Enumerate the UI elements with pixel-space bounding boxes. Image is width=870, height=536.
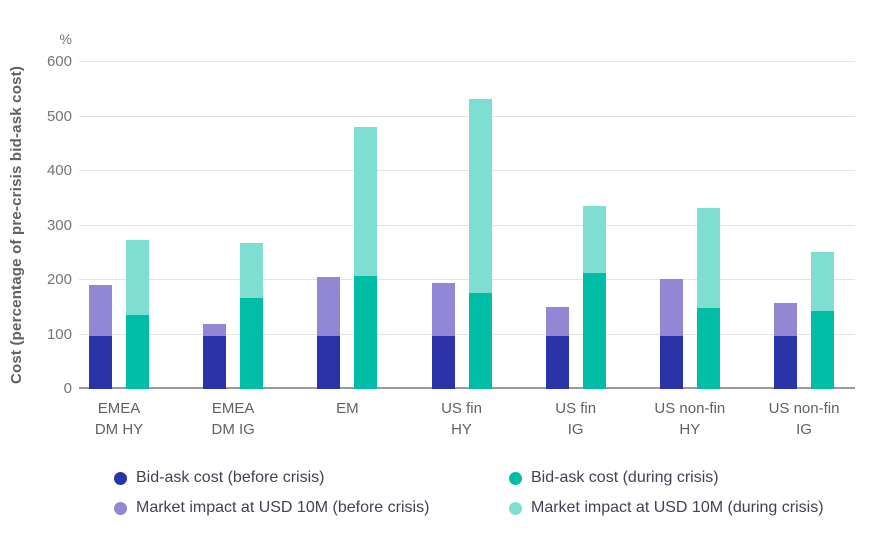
gridline-300	[79, 224, 855, 226]
bar-during-us-fin-hy	[468, 99, 492, 389]
x-label-line: EMEA	[97, 400, 141, 417]
x-label-line: DM IG	[211, 421, 255, 438]
segment-market-impact-at-usd-10m-during-crisis--emea-dm-ig	[240, 242, 264, 298]
x-label-us-non-fin-ig: US non-fin IG	[747, 398, 861, 440]
legend-item-bid-ask-cost-during-crisis-: Bid-ask cost (during crisis)	[509, 468, 719, 488]
x-label-line: US fin	[441, 400, 482, 417]
plot-area	[79, 61, 855, 389]
bar-during-us-non-fin-hy	[696, 208, 720, 389]
segment-bid-ask-cost-during-crisis--emea-dm-ig	[240, 298, 264, 389]
legend-swatch-icon	[114, 471, 127, 485]
y-tick-label-500: 500	[46, 107, 72, 125]
y-tick-label-200: 200	[46, 271, 72, 288]
x-axis-line	[79, 387, 855, 389]
segment-bid-ask-cost-before-crisis--us-fin-hy	[431, 336, 455, 389]
x-label-line: HY	[679, 421, 701, 438]
bar-before-emea-dm-ig	[203, 323, 227, 389]
legend-label: Market impact at USD 10M (before crisis)	[136, 499, 430, 516]
bar-during-em	[354, 126, 378, 389]
segment-bid-ask-cost-during-crisis--us-non-fin-ig	[811, 310, 835, 389]
bar-before-us-non-fin-hy	[659, 278, 683, 389]
segment-bid-ask-cost-during-crisis--us-fin-ig	[582, 272, 606, 389]
x-label-line: US fin	[555, 400, 597, 417]
y-tick-label-0: 0	[63, 380, 72, 397]
legend-item-bid-ask-cost-before-crisis-: Bid-ask cost (before crisis)	[114, 468, 325, 488]
segment-market-impact-at-usd-10m-during-crisis--us-fin-hy	[468, 99, 492, 293]
y-axis-unit-label: %	[59, 31, 72, 47]
x-label-line: IG	[796, 421, 812, 438]
legend-swatch-icon	[509, 471, 522, 485]
bar-during-us-fin-ig	[582, 205, 606, 389]
x-label-emea-dm-ig: EMEA DM IG	[176, 398, 290, 440]
segment-market-impact-at-usd-10m-during-crisis--us-fin-ig	[582, 205, 606, 273]
legend-label: Bid-ask cost (during crisis)	[531, 469, 719, 486]
segment-bid-ask-cost-during-crisis--us-fin-hy	[468, 292, 492, 389]
segment-market-impact-at-usd-10m-before-crisis--emea-dm-ig	[203, 323, 227, 336]
x-label-emea-dm-hy: EMEA DM HY	[62, 398, 176, 440]
bar-during-emea-dm-hy	[126, 239, 149, 389]
legend-swatch-icon	[509, 501, 522, 515]
x-label-line: DM HY	[94, 421, 144, 438]
gridline-600	[79, 61, 855, 62]
x-label-line: EM	[336, 400, 359, 417]
legend-item-market-impact-at-usd-10m-before-crisis-: Market impact at USD 10M (before crisis)	[114, 498, 429, 518]
x-label-em: EM	[290, 398, 404, 419]
y-tick-label-600: 600	[46, 53, 72, 70]
segment-bid-ask-cost-during-crisis--us-non-fin-hy	[696, 308, 720, 389]
bar-during-emea-dm-ig	[240, 242, 264, 389]
x-label-us-non-fin-hy: US non-fin HY	[633, 398, 747, 440]
bar-before-em	[317, 277, 341, 389]
x-label-line: US non-fin	[768, 400, 840, 417]
y-tick-label-400: 400	[46, 162, 72, 179]
legend-item-market-impact-at-usd-10m-during-crisis-: Market impact at USD 10M (during crisis)	[509, 498, 824, 518]
segment-bid-ask-cost-before-crisis--em	[317, 335, 341, 389]
segment-bid-ask-cost-before-crisis--emea-dm-hy	[89, 335, 112, 389]
x-label-line: IG	[567, 421, 584, 438]
segment-market-impact-at-usd-10m-during-crisis--us-non-fin-hy	[696, 208, 720, 309]
segment-bid-ask-cost-before-crisis--emea-dm-ig	[203, 335, 227, 389]
gridline-400	[79, 170, 855, 171]
bar-before-us-non-fin-ig	[774, 303, 798, 389]
segment-market-impact-at-usd-10m-before-crisis--emea-dm-hy	[89, 285, 112, 336]
gridline-500	[79, 115, 855, 117]
segment-market-impact-at-usd-10m-during-crisis--us-non-fin-ig	[811, 252, 835, 311]
segment-market-impact-at-usd-10m-during-crisis--emea-dm-hy	[126, 239, 149, 316]
segment-bid-ask-cost-during-crisis--em	[354, 275, 378, 389]
y-tick-label-100: 100	[46, 325, 72, 343]
x-label-line: HY	[451, 421, 472, 438]
legend-label: Market impact at USD 10M (during crisis)	[531, 499, 824, 516]
segment-market-impact-at-usd-10m-before-crisis--us-fin-hy	[431, 283, 455, 337]
x-label-us-fin-ig: US fin IG	[519, 398, 633, 440]
y-tick-label-300: 300	[46, 216, 72, 234]
segment-bid-ask-cost-during-crisis--emea-dm-hy	[126, 315, 149, 389]
bar-before-us-fin-ig	[545, 307, 569, 389]
segment-market-impact-at-usd-10m-before-crisis--us-fin-ig	[545, 307, 569, 336]
legend-swatch-icon	[114, 501, 127, 515]
gridline-100	[79, 333, 855, 335]
legend-label: Bid-ask cost (before crisis)	[136, 469, 325, 486]
segment-market-impact-at-usd-10m-before-crisis--us-non-fin-ig	[774, 303, 798, 337]
x-label-line: US non-fin	[654, 400, 726, 417]
gridline-200	[79, 279, 855, 280]
segment-bid-ask-cost-before-crisis--us-non-fin-ig	[774, 336, 798, 389]
segment-bid-ask-cost-before-crisis--us-non-fin-hy	[659, 336, 683, 389]
x-label-line: EMEA	[211, 400, 255, 417]
segment-market-impact-at-usd-10m-during-crisis--em	[354, 126, 378, 276]
bar-during-us-non-fin-ig	[811, 252, 835, 389]
bar-before-us-fin-hy	[431, 283, 455, 389]
segment-bid-ask-cost-before-crisis--us-fin-ig	[545, 335, 569, 389]
segment-market-impact-at-usd-10m-before-crisis--em	[317, 277, 341, 336]
segment-market-impact-at-usd-10m-before-crisis--us-non-fin-hy	[659, 278, 683, 337]
bar-before-emea-dm-hy	[89, 285, 112, 389]
x-label-us-fin-hy: US fin HY	[405, 398, 519, 440]
